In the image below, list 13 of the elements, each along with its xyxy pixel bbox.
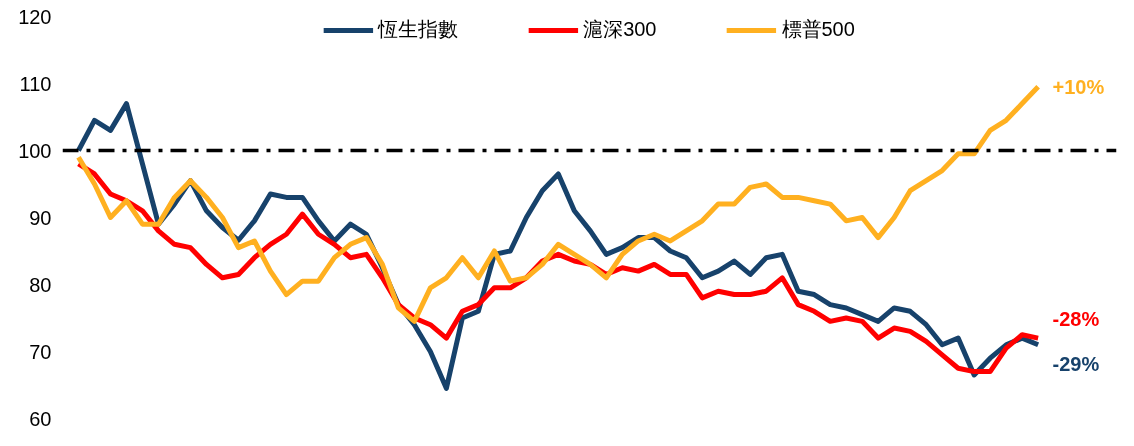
text: -29% bbox=[1052, 352, 1100, 375]
y-tick-label: 90 bbox=[29, 206, 52, 229]
y-tick-label: 100 bbox=[18, 139, 52, 162]
y-tick-label: 70 bbox=[29, 340, 52, 363]
y-tick-label: 60 bbox=[29, 407, 52, 430]
text: -28% bbox=[1052, 308, 1100, 331]
legend-label: 標普500 bbox=[781, 17, 855, 42]
y-tick-label: 80 bbox=[29, 273, 52, 296]
text: +10% bbox=[1052, 75, 1105, 98]
y-tick-label: 120 bbox=[18, 5, 52, 28]
legend-label: 恆生指數 bbox=[378, 17, 459, 42]
legend-label: 滬深300 bbox=[583, 17, 657, 42]
y-tick-label: 110 bbox=[19, 72, 52, 95]
